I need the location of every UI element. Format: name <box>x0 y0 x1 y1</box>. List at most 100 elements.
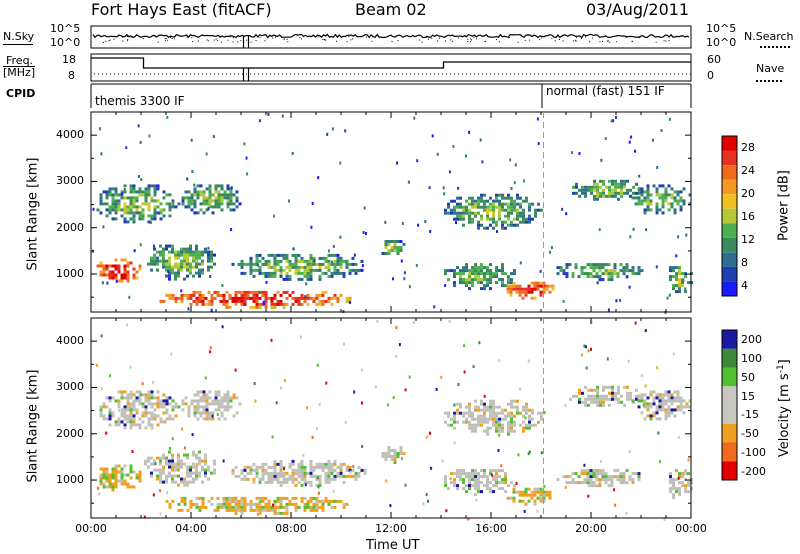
scatter-cell <box>189 262 192 266</box>
scatter-cell <box>190 202 194 206</box>
scatter-cell <box>105 470 109 474</box>
nsearch-dot <box>426 36 428 38</box>
noise-cell <box>562 300 565 303</box>
scatter-cell <box>211 399 215 403</box>
scatter-cell <box>150 411 154 415</box>
scatter-cell <box>462 269 465 273</box>
scatter-cell <box>129 187 133 191</box>
scatter-cell <box>486 281 489 285</box>
scatter-cell <box>238 402 242 406</box>
scatter-cell <box>300 271 304 275</box>
scatter-cell <box>135 396 139 400</box>
scatter-cell <box>510 481 513 485</box>
nsearch-dot <box>528 39 530 41</box>
scatter-cell <box>489 417 492 421</box>
nsearch-dot <box>470 38 472 40</box>
scatter-cell <box>522 220 525 224</box>
scatter-cell <box>453 208 456 212</box>
scatter-cell <box>270 265 274 269</box>
noise-cell <box>108 374 111 378</box>
scatter-cell <box>468 405 471 409</box>
scatter-cell <box>297 462 301 466</box>
noise-cell <box>467 517 470 521</box>
scatter-cell <box>678 266 681 270</box>
scatter-cell <box>596 185 599 189</box>
scatter-cell <box>156 414 160 418</box>
scatter-cell <box>267 296 271 300</box>
colorbar-tick-label: -15 <box>741 408 759 422</box>
scatter-cell <box>222 302 226 306</box>
scatter-cell <box>643 402 647 406</box>
scatter-cell <box>643 405 647 409</box>
scatter-cell <box>480 266 483 270</box>
scatter-cell <box>144 399 148 403</box>
scatter-cell <box>240 477 244 481</box>
scatter-cell <box>330 262 334 266</box>
nsearch-dot <box>575 37 577 39</box>
scatter-cell <box>533 499 537 503</box>
scatter-cell <box>324 259 328 263</box>
noise-cell <box>640 374 643 378</box>
scatter-cell <box>393 246 397 249</box>
scatter-cell <box>300 296 304 300</box>
scatter-cell <box>495 478 498 482</box>
scatter-cell <box>294 502 298 506</box>
scatter-cell <box>147 390 151 394</box>
scatter-cell <box>679 196 683 200</box>
scatter-cell <box>279 274 283 278</box>
scatter-cell <box>480 205 483 209</box>
scatter-cell <box>501 223 504 227</box>
scatter-cell <box>195 299 199 303</box>
scatter-cell <box>595 472 599 476</box>
scatter-cell <box>548 496 552 500</box>
scatter-cell <box>522 208 525 212</box>
scatter-cell <box>673 211 677 215</box>
scatter-cell <box>232 208 236 212</box>
scatter-cell <box>210 293 214 297</box>
scatter-cell <box>513 420 516 424</box>
scatter-cell <box>195 502 199 506</box>
scatter-cell <box>291 265 295 269</box>
scatter-cell <box>214 408 218 412</box>
scatter-cell <box>240 496 244 500</box>
scatter-cell <box>193 199 197 203</box>
scatter-cell <box>181 202 185 206</box>
scatter-cell <box>465 417 468 421</box>
scatter-cell <box>513 399 516 403</box>
nsearch-tick-top: 10^5 <box>706 22 737 35</box>
scatter-cell <box>177 274 180 278</box>
scatter-cell <box>643 417 647 421</box>
scatter-cell <box>159 259 162 263</box>
scatter-cell <box>276 462 280 466</box>
scatter-cell <box>210 250 213 254</box>
scatter-cell <box>297 471 301 475</box>
scatter-cell <box>159 217 163 221</box>
scatter-cell <box>174 271 177 275</box>
scatter-cell <box>141 411 145 415</box>
scatter-cell <box>684 487 687 491</box>
scatter-cell <box>198 253 201 257</box>
scatter-cell <box>679 399 683 403</box>
scatter-cell <box>199 390 203 394</box>
noise-cell <box>304 483 307 487</box>
scatter-cell <box>537 208 540 212</box>
nsearch-dot <box>397 40 399 42</box>
scatter-cell <box>186 256 189 260</box>
scatter-cell <box>153 468 156 472</box>
scatter-cell <box>165 459 168 463</box>
scatter-cell <box>324 480 328 484</box>
scatter-cell <box>156 205 160 209</box>
scatter-cell <box>572 185 575 189</box>
scatter-cell <box>333 499 337 503</box>
scatter-cell <box>622 481 626 485</box>
scatter-cell <box>168 417 172 421</box>
scatter-cell <box>220 202 224 206</box>
scatter-cell <box>198 290 202 294</box>
scatter-cell <box>465 284 468 288</box>
scatter-cell <box>291 502 295 506</box>
scatter-cell <box>111 485 115 489</box>
scatter-cell <box>159 208 163 212</box>
scatter-cell <box>471 414 474 418</box>
scatter-cell <box>123 276 127 280</box>
scatter-cell <box>168 268 171 272</box>
